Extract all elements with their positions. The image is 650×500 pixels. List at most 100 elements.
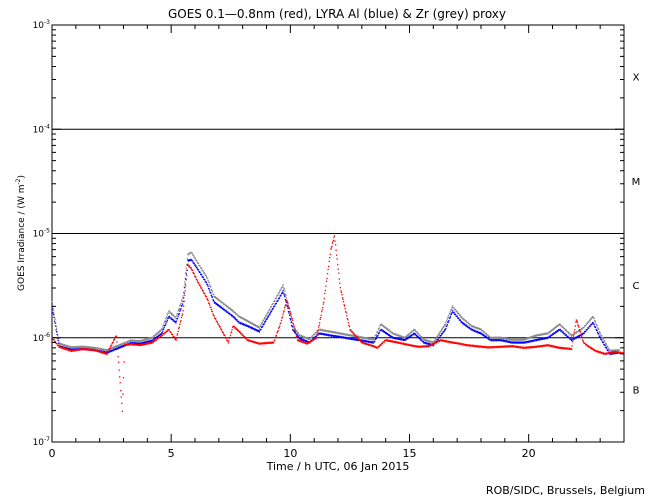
data-point — [209, 304, 211, 306]
data-point — [247, 320, 249, 322]
data-point — [425, 339, 428, 341]
data-point — [347, 319, 349, 321]
data-point — [373, 338, 375, 340]
data-point — [99, 347, 101, 349]
data-point — [612, 353, 615, 355]
data-point — [206, 284, 209, 286]
data-point — [550, 345, 553, 347]
data-point — [175, 339, 177, 341]
data-point — [456, 310, 458, 312]
data-point — [199, 284, 201, 286]
data-point — [357, 336, 359, 338]
data-point — [447, 321, 450, 323]
data-point — [586, 343, 588, 346]
data-point — [561, 330, 563, 332]
data-point — [241, 322, 243, 324]
data-point — [289, 312, 292, 314]
data-point — [332, 332, 334, 334]
data-point — [74, 350, 76, 352]
data-point — [174, 320, 177, 323]
data-point — [199, 271, 201, 273]
data-point — [123, 361, 125, 363]
data-point — [319, 328, 321, 330]
data-point — [599, 352, 601, 354]
data-point — [115, 335, 118, 337]
data-point — [556, 346, 558, 348]
data-point — [319, 332, 321, 334]
data-point — [402, 343, 404, 345]
data-point — [305, 340, 307, 343]
data-point — [250, 327, 253, 330]
data-point — [181, 297, 184, 299]
data-point — [583, 332, 585, 335]
data-point — [141, 343, 143, 345]
data-point — [57, 336, 59, 338]
data-point — [440, 340, 442, 342]
data-point — [285, 300, 287, 302]
data-point — [330, 331, 332, 333]
data-point — [406, 337, 409, 339]
data-point — [366, 338, 368, 340]
data-point — [252, 327, 254, 329]
data-point — [596, 329, 598, 332]
data-point — [615, 352, 618, 354]
data-point — [427, 340, 430, 343]
data-point — [130, 341, 132, 344]
data-point — [402, 338, 404, 340]
data-point — [516, 338, 518, 340]
data-point — [186, 269, 189, 272]
data-point — [472, 345, 475, 347]
data-point — [372, 344, 374, 347]
data-point — [380, 323, 383, 325]
data-point — [55, 331, 58, 333]
data-point — [323, 297, 325, 300]
data-point — [434, 339, 436, 342]
data-point — [263, 323, 265, 325]
data-point — [336, 335, 338, 337]
data-point — [362, 336, 364, 338]
data-point — [562, 326, 564, 328]
data-point — [312, 339, 315, 341]
data-point — [280, 319, 283, 322]
data-point — [251, 322, 253, 324]
data-point — [481, 334, 484, 336]
data-point — [301, 340, 303, 342]
data-point — [364, 339, 366, 342]
data-point — [249, 327, 251, 329]
data-point — [427, 346, 430, 348]
data-point — [612, 352, 615, 354]
data-point — [275, 334, 278, 337]
data-point — [369, 338, 371, 341]
data-point — [413, 332, 415, 335]
data-point — [351, 338, 353, 341]
data-point — [552, 328, 555, 330]
data-point — [144, 341, 146, 343]
data-point — [471, 345, 473, 347]
data-point — [498, 337, 501, 339]
data-point — [522, 338, 525, 341]
data-point — [461, 322, 464, 325]
data-point — [463, 318, 466, 321]
data-point — [289, 315, 292, 317]
data-point — [105, 353, 107, 355]
data-point — [488, 335, 491, 338]
data-point — [549, 331, 551, 333]
data-point — [196, 280, 199, 282]
data-point — [543, 338, 545, 340]
data-point — [211, 296, 214, 298]
data-point — [294, 331, 296, 333]
data-point — [119, 346, 121, 348]
data-point — [100, 348, 102, 351]
data-point — [189, 253, 191, 255]
data-point — [218, 304, 220, 307]
data-point — [346, 315, 348, 317]
data-point — [556, 325, 559, 328]
data-point — [166, 321, 168, 323]
data-point — [81, 346, 84, 348]
data-point — [65, 348, 68, 350]
flare-class-label: M — [632, 177, 641, 188]
data-point — [95, 350, 98, 352]
data-point — [555, 346, 557, 348]
data-point — [454, 309, 457, 311]
data-point — [391, 331, 393, 334]
